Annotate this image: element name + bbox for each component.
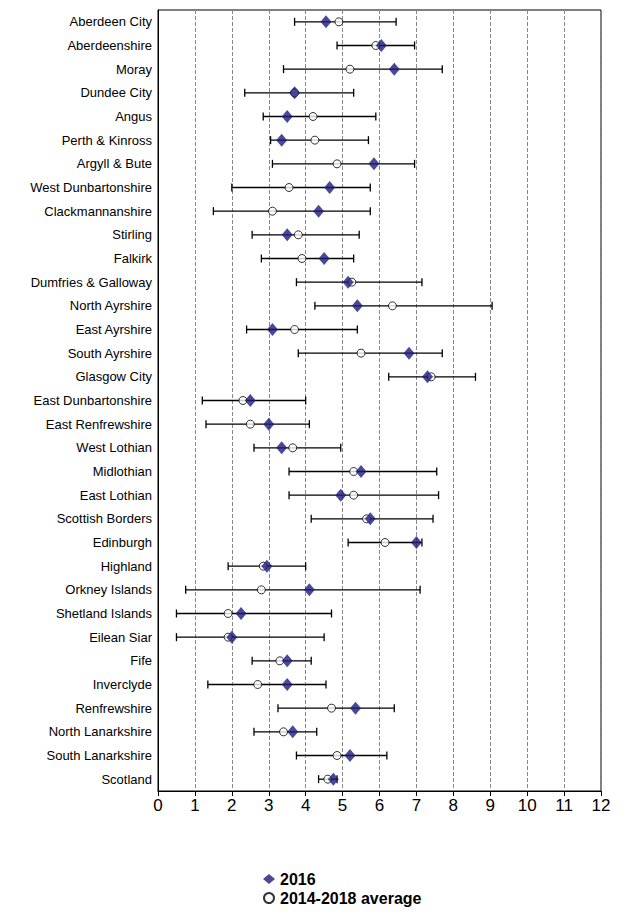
svg-text:Aberdeen City: Aberdeen City (70, 14, 153, 29)
svg-text:12: 12 (592, 796, 611, 815)
svg-text:Inverclyde: Inverclyde (93, 677, 152, 692)
svg-text:Glasgow City: Glasgow City (75, 369, 152, 384)
svg-text:Scotland: Scotland (101, 772, 152, 787)
svg-text:Stirling: Stirling (112, 227, 152, 242)
svg-text:Dundee City: Dundee City (80, 85, 152, 100)
svg-text:Highland: Highland (101, 559, 152, 574)
svg-text:Dumfries & Galloway: Dumfries & Galloway (31, 275, 153, 290)
svg-text:South Ayrshire: South Ayrshire (68, 346, 152, 361)
svg-text:Renfrewshire: Renfrewshire (75, 701, 152, 716)
svg-text:West Dunbartonshire: West Dunbartonshire (30, 180, 152, 195)
svg-text:5: 5 (338, 796, 347, 815)
svg-text:Eilean Siar: Eilean Siar (89, 630, 153, 645)
svg-text:Midlothian: Midlothian (93, 464, 152, 479)
svg-text:6: 6 (375, 796, 384, 815)
svg-text:North Lanarkshire: North Lanarkshire (49, 724, 152, 739)
svg-text:8: 8 (449, 796, 458, 815)
svg-text:7: 7 (412, 796, 421, 815)
svg-text:3: 3 (264, 796, 273, 815)
svg-text:North Ayrshire: North Ayrshire (70, 298, 152, 313)
svg-text:10: 10 (518, 796, 537, 815)
svg-text:Perth & Kinross: Perth & Kinross (62, 133, 153, 148)
svg-text:Falkirk: Falkirk (114, 251, 153, 266)
svg-text:2014-2018 average: 2014-2018 average (280, 890, 422, 907)
svg-text:East Lothian: East Lothian (80, 488, 152, 503)
svg-text:Fife: Fife (130, 653, 152, 668)
svg-text:East Dunbartonshire: East Dunbartonshire (33, 393, 152, 408)
svg-text:2: 2 (227, 796, 236, 815)
svg-text:0: 0 (153, 796, 162, 815)
svg-text:East Renfrewshire: East Renfrewshire (46, 417, 152, 432)
svg-text:4: 4 (301, 796, 310, 815)
svg-text:Shetland Islands: Shetland Islands (56, 606, 153, 621)
svg-text:West Lothian: West Lothian (76, 440, 152, 455)
svg-text:Scottish Borders: Scottish Borders (57, 511, 153, 526)
svg-text:East Ayrshire: East Ayrshire (76, 322, 152, 337)
svg-text:9: 9 (486, 796, 495, 815)
svg-text:1: 1 (190, 796, 199, 815)
svg-text:Moray: Moray (116, 62, 153, 77)
svg-text:Orkney Islands: Orkney Islands (65, 582, 152, 597)
svg-text:Aberdeenshire: Aberdeenshire (67, 38, 152, 53)
svg-text:2016: 2016 (280, 871, 316, 888)
svg-text:South Lanarkshire: South Lanarkshire (46, 748, 152, 763)
svg-text:Argyll & Bute: Argyll & Bute (77, 156, 152, 171)
svg-text:Clackmannanshire: Clackmannanshire (44, 204, 152, 219)
svg-text:Angus: Angus (115, 109, 152, 124)
svg-text:11: 11 (555, 796, 573, 815)
svg-text:Edinburgh: Edinburgh (93, 535, 152, 550)
